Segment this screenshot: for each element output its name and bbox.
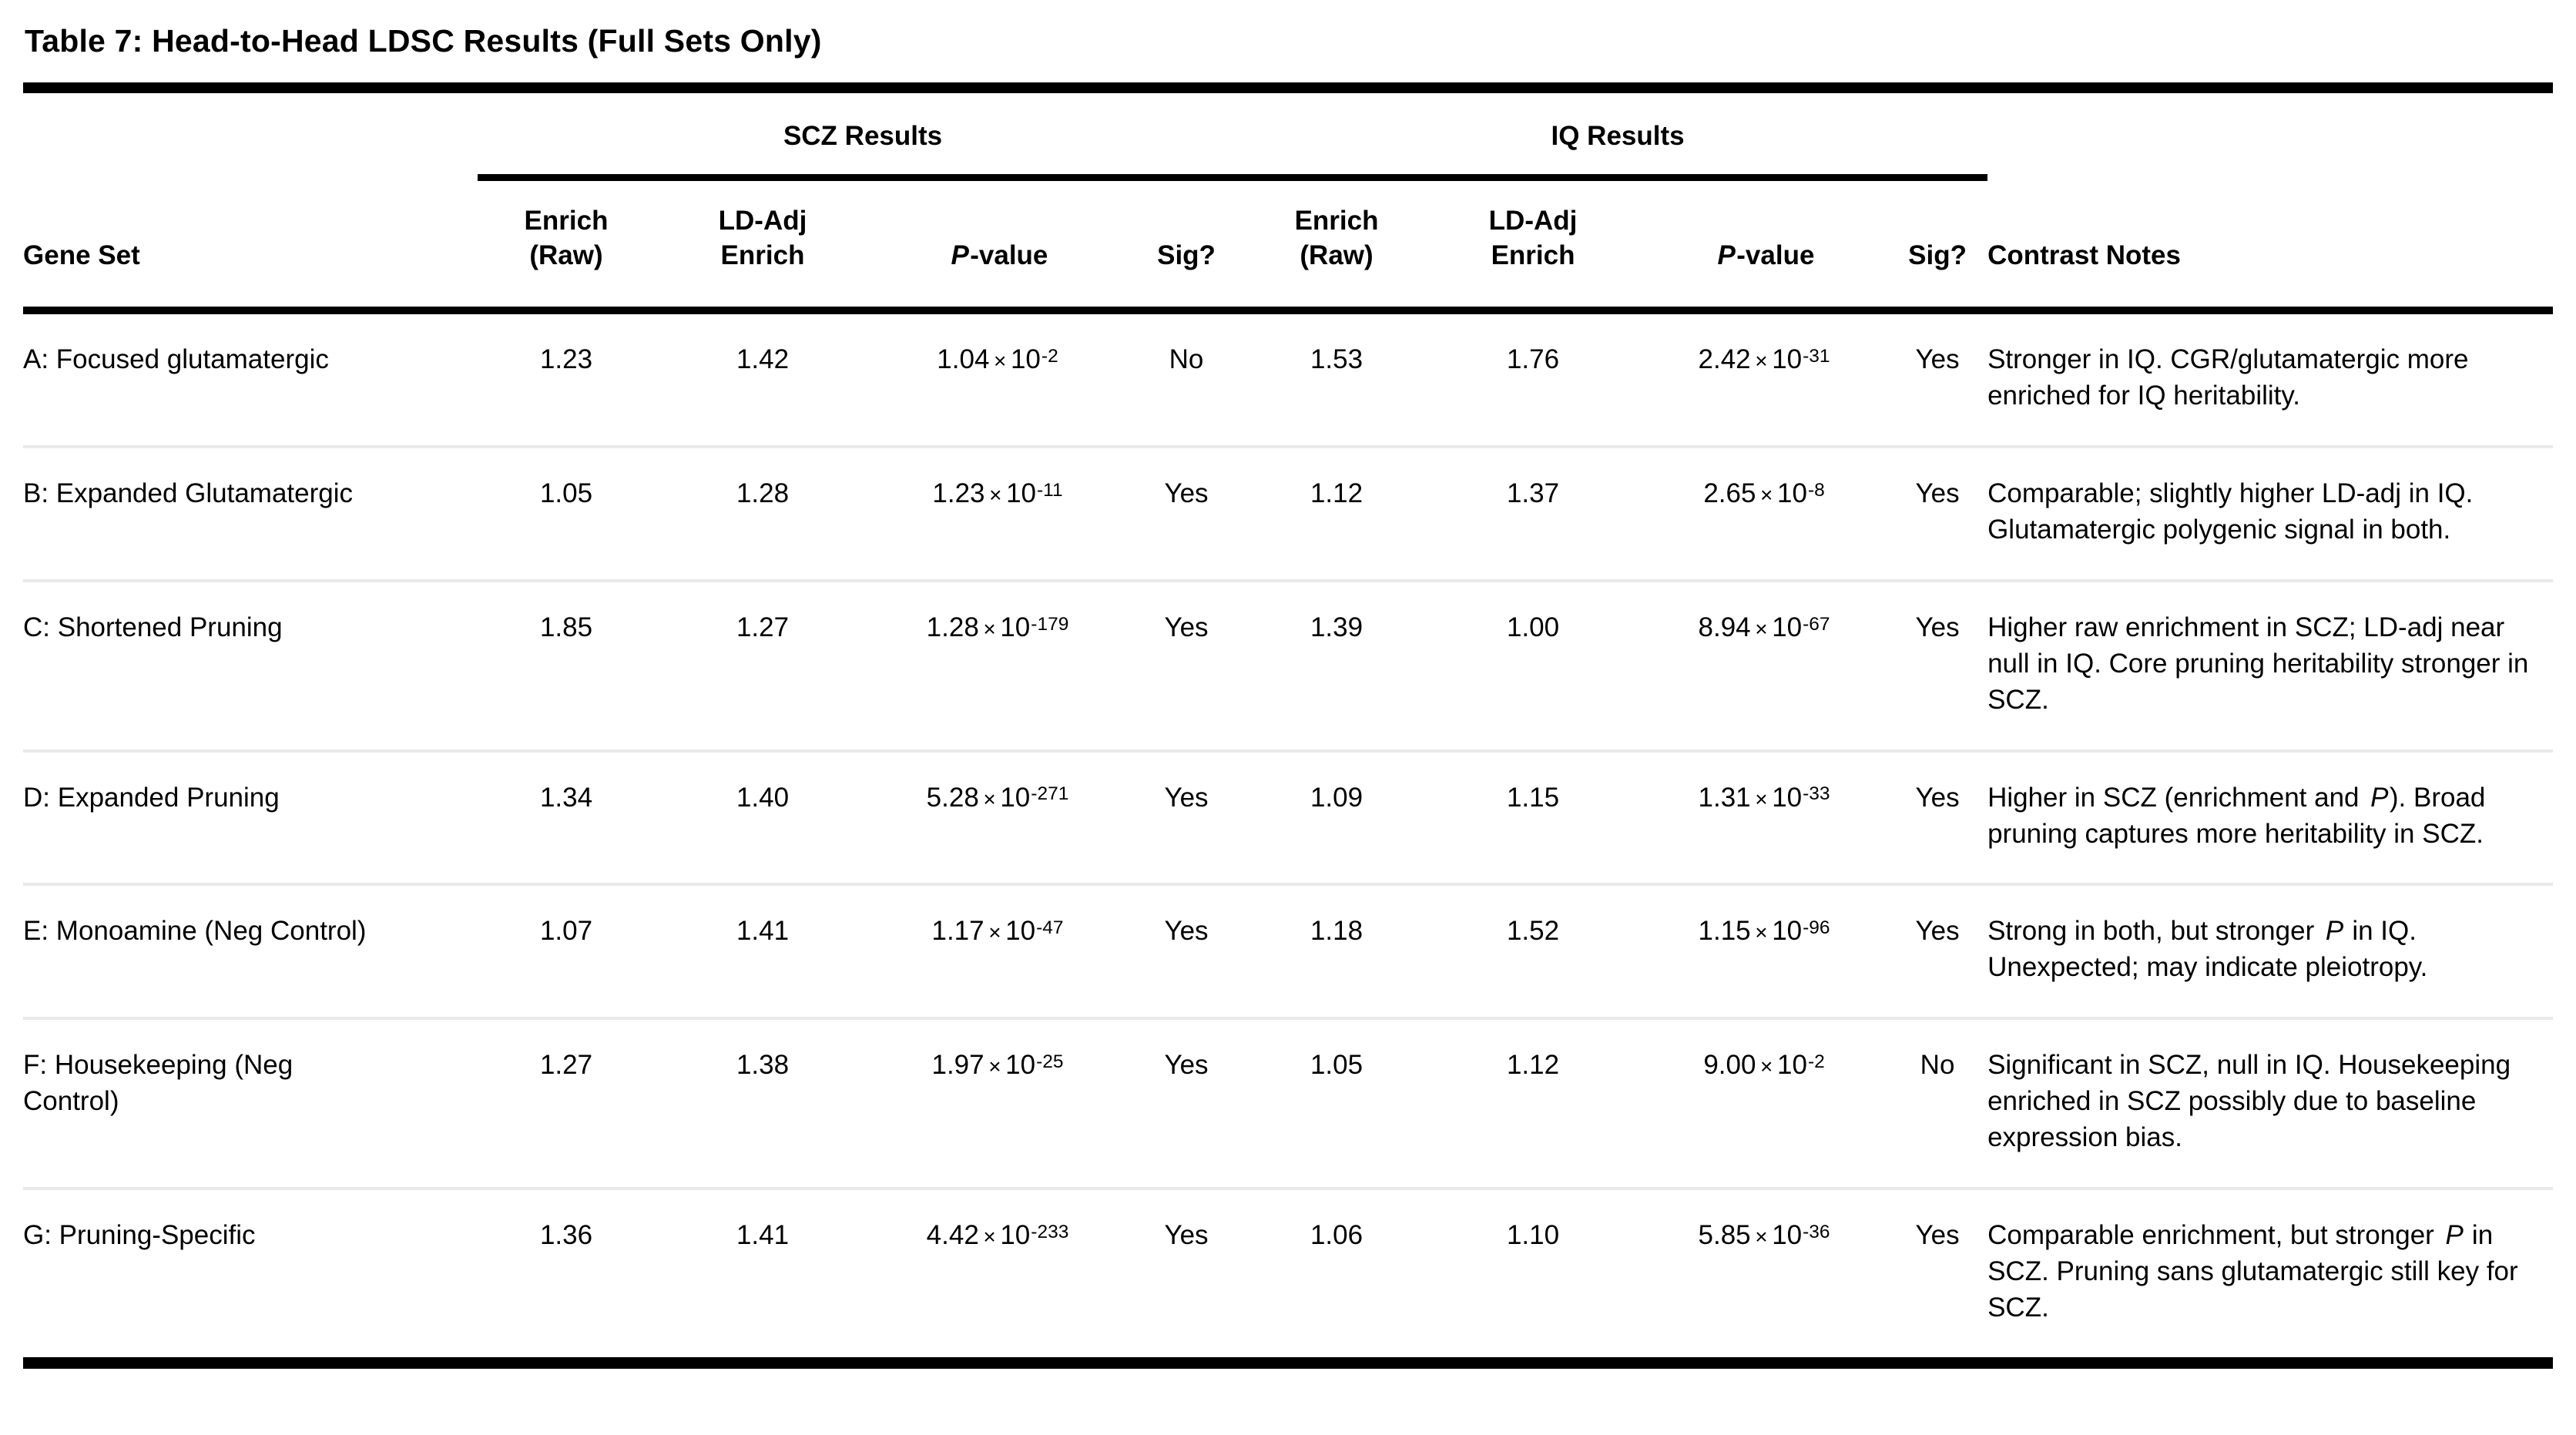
- scz-ld-adj-cell: 1.27: [655, 578, 870, 751]
- col-header-gene-set: Gene Set: [23, 177, 478, 315]
- scz-ld-adj-cell: 1.40: [655, 749, 870, 885]
- table-row: G: Pruning-Specific 1.36 1.41 4.42 × 10-23…: [23, 1186, 2554, 1363]
- contrast-notes-cell: Comparable enrichment, but stronger P in…: [1987, 1186, 2554, 1363]
- scz-p-value-cell: 1.28 × 10-179: [870, 578, 1125, 751]
- iq-enrich-raw-cell: 1.12: [1248, 445, 1426, 581]
- col-header-iq-p-value: P-value: [1641, 177, 1888, 315]
- iq-p-value-cell: 1.31 × 10-33: [1641, 749, 1888, 885]
- iq-ld-adj-cell: 1.15: [1425, 749, 1642, 885]
- col-header-iq-enrich-raw: Enrich (Raw): [1248, 177, 1426, 315]
- scz-sig-cell: Yes: [1125, 1017, 1249, 1189]
- scz-sig-cell: Yes: [1125, 883, 1249, 1019]
- scz-ld-adj-cell: 1.41: [655, 883, 870, 1019]
- iq-enrich-raw-cell: 1.06: [1248, 1186, 1426, 1363]
- scz-enrich-raw-cell: 1.34: [478, 749, 655, 885]
- table-row: C: Shortened Pruning 1.85 1.27 1.28 × 10-1…: [23, 578, 2554, 751]
- iq-ld-adj-cell: 1.00: [1425, 578, 1642, 751]
- table-row: E: Monoamine (Neg Control) 1.07 1.41 1.1…: [23, 883, 2554, 1019]
- scz-p-value-cell: 1.17 × 10-47: [870, 883, 1125, 1019]
- contrast-notes-cell: Strong in both, but stronger P in IQ. Un…: [1987, 883, 2554, 1019]
- group-header-iq: IQ Results: [1248, 88, 1988, 181]
- scz-enrich-raw-cell: 1.27: [478, 1017, 655, 1189]
- table-row: A: Focused glutamatergic 1.23 1.42 1.04 ×…: [23, 310, 2553, 447]
- ldsc-results-table: SCZ Results IQ Results Gene Set Enrich (…: [23, 82, 2554, 1369]
- iq-enrich-raw-cell: 1.05: [1248, 1017, 1426, 1189]
- scz-sig-cell: Yes: [1125, 749, 1249, 885]
- scz-sig-cell: Yes: [1125, 445, 1249, 581]
- iq-p-value-cell: 1.15 × 10-96: [1641, 883, 1888, 1019]
- iq-p-value-cell: 2.65 × 10-8: [1641, 445, 1888, 581]
- col-header-scz-p-value: P-value: [870, 177, 1125, 315]
- iq-p-value-cell: 8.94 × 10-67: [1641, 578, 1888, 751]
- iq-sig-cell: Yes: [1887, 883, 1988, 1019]
- gene-set-cell: D: Expanded Pruning: [23, 749, 478, 885]
- scz-p-value-cell: 1.97 × 10-25: [870, 1017, 1125, 1189]
- iq-sig-cell: Yes: [1915, 344, 1960, 375]
- iq-sig-cell: Yes: [1887, 749, 1988, 885]
- scz-sig-cell: No: [1169, 344, 1204, 375]
- contrast-notes-cell: Higher in SCZ (enrichment and P). Broad …: [1987, 749, 2554, 885]
- iq-enrich-raw-cell: 1.09: [1248, 749, 1426, 885]
- iq-sig-cell: Yes: [1887, 578, 1988, 751]
- scz-p-value-cell: 1.23 × 10-11: [870, 445, 1125, 581]
- table-row: B: Expanded Glutamatergic 1.05 1.28 1.23…: [23, 445, 2554, 581]
- iq-enrich-raw-cell: 1.53: [1310, 344, 1363, 375]
- column-header-row: Gene Set Enrich (Raw) LD-Adj Enrich P-va…: [23, 177, 2554, 315]
- col-header-scz-sig: Sig?: [1125, 177, 1249, 315]
- contrast-notes-cell: Higher raw enrichment in SCZ; LD-adj nea…: [1987, 578, 2554, 751]
- gene-set-cell: G: Pruning-Specific: [23, 1186, 478, 1363]
- col-header-contrast-notes: Contrast Notes: [1987, 177, 2554, 315]
- page: Table 7: Head-to-Head LDSC Results (Full…: [23, 23, 2554, 1369]
- col-header-iq-ld-adj: LD-Adj Enrich: [1425, 177, 1642, 315]
- scz-p-value-cell: 5.28 × 10-271: [870, 749, 1125, 885]
- gene-set-cell: C: Shortened Pruning: [23, 578, 478, 751]
- col-header-scz-enrich-raw: Enrich (Raw): [478, 177, 655, 315]
- group-header-spacer-right: [1987, 88, 2553, 177]
- contrast-notes-cell: Stronger in IQ. CGR/glutamatergic more e…: [1987, 344, 2469, 411]
- iq-sig-cell: No: [1887, 1017, 1988, 1189]
- contrast-notes-cell: Comparable; slightly higher LD-adj in IQ…: [1987, 445, 2554, 581]
- iq-p-value-cell: 9.00 × 10-2: [1641, 1017, 1888, 1189]
- iq-sig-cell: Yes: [1887, 445, 1988, 581]
- iq-enrich-raw-cell: 1.18: [1248, 883, 1426, 1019]
- iq-ld-adj-cell: 1.76: [1506, 344, 1560, 375]
- iq-enrich-raw-cell: 1.39: [1248, 578, 1426, 751]
- gene-set-cell: F: Housekeeping (Neg Control): [23, 1017, 478, 1189]
- scz-ld-adj-cell: 1.28: [655, 445, 870, 581]
- iq-ld-adj-cell: 1.37: [1425, 445, 1642, 581]
- table-header: SCZ Results IQ Results Gene Set Enrich (…: [23, 88, 2554, 315]
- scz-p-value-cell: 4.42 × 10-233: [870, 1186, 1125, 1363]
- scz-enrich-raw-cell: 1.36: [478, 1186, 655, 1363]
- group-header-row: SCZ Results IQ Results: [23, 88, 2553, 181]
- table-body: A: Focused glutamatergic 1.23 1.42 1.04 ×…: [23, 310, 2554, 1363]
- col-header-iq-sig: Sig?: [1887, 177, 1988, 315]
- scz-sig-cell: Yes: [1125, 578, 1249, 751]
- scz-ld-adj-cell: 1.42: [736, 344, 790, 375]
- table-row: D: Expanded Pruning 1.34 1.40 5.28 × 10-27…: [23, 749, 2554, 885]
- table-row: F: Housekeeping (Neg Control) 1.27 1.38 …: [23, 1017, 2554, 1189]
- scz-sig-cell: Yes: [1125, 1186, 1249, 1363]
- iq-p-value-cell: 2.42 × 10-31: [1698, 344, 1830, 375]
- scz-p-value-cell: 1.04 × 10-2: [937, 344, 1058, 375]
- scz-ld-adj-cell: 1.38: [655, 1017, 870, 1189]
- gene-set-cell: A: Focused glutamatergic: [23, 344, 329, 375]
- iq-ld-adj-cell: 1.52: [1425, 883, 1642, 1019]
- scz-ld-adj-cell: 1.41: [655, 1186, 870, 1363]
- col-header-scz-ld-adj: LD-Adj Enrich: [655, 177, 870, 315]
- table-title: Table 7: Head-to-Head LDSC Results (Full…: [25, 23, 822, 59]
- scz-enrich-raw-cell: 1.07: [478, 883, 655, 1019]
- scz-enrich-raw-cell: 1.23: [539, 344, 593, 375]
- gene-set-cell: E: Monoamine (Neg Control): [23, 883, 478, 1019]
- group-header-spacer-left: [23, 88, 478, 177]
- iq-ld-adj-cell: 1.10: [1425, 1186, 1642, 1363]
- iq-p-value-cell: 5.85 × 10-36: [1641, 1186, 1888, 1363]
- gene-set-cell: B: Expanded Glutamatergic: [23, 445, 478, 581]
- group-header-scz: SCZ Results: [478, 88, 1249, 181]
- iq-sig-cell: Yes: [1887, 1186, 1988, 1363]
- iq-ld-adj-cell: 1.12: [1425, 1017, 1642, 1189]
- scz-enrich-raw-cell: 1.85: [478, 578, 655, 751]
- scz-enrich-raw-cell: 1.05: [478, 445, 655, 581]
- contrast-notes-cell: Significant in SCZ, null in IQ. Housekee…: [1987, 1017, 2554, 1189]
